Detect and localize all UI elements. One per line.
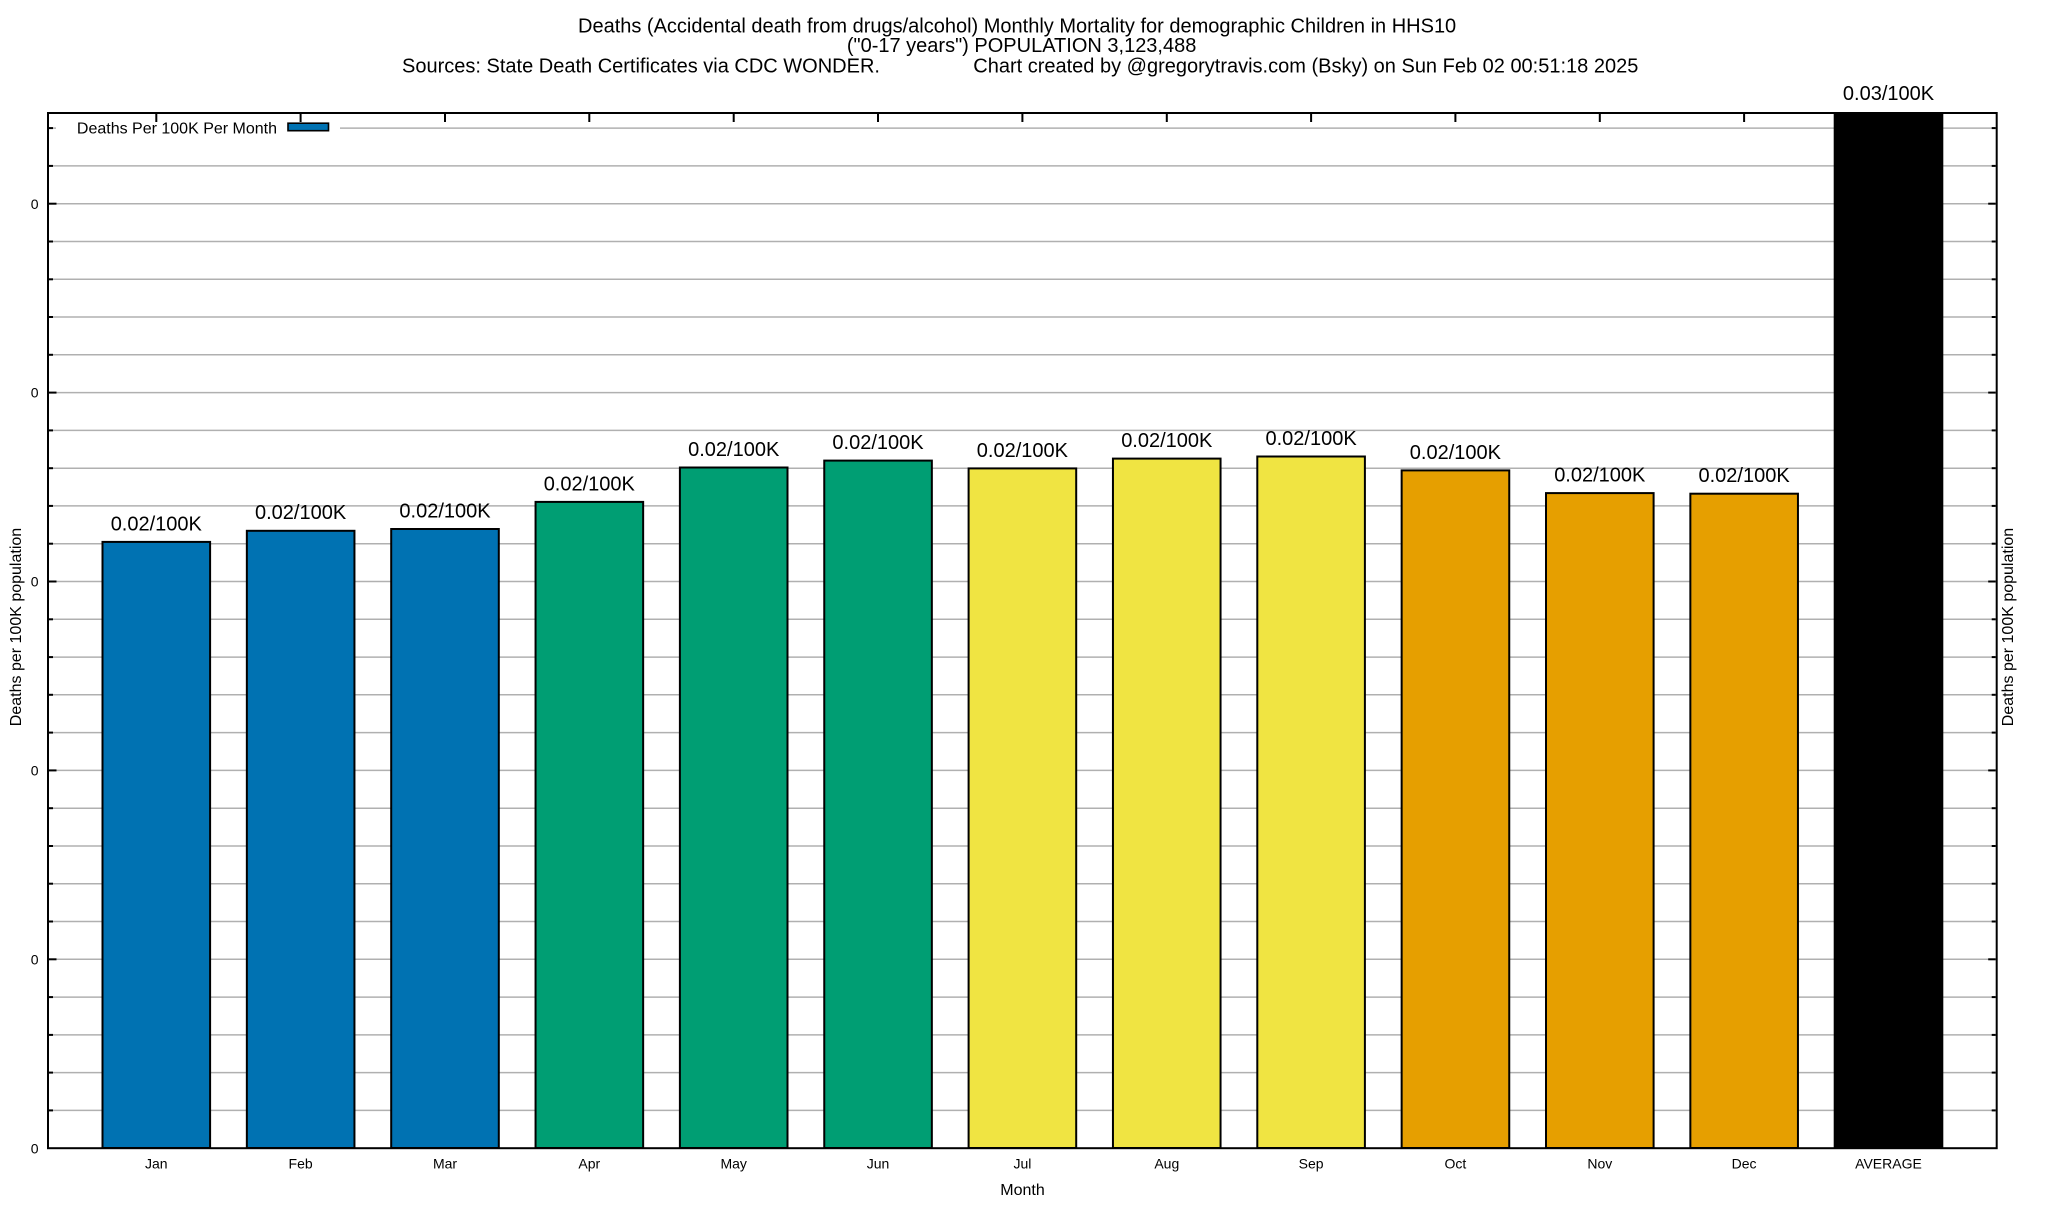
svg-text:Jul: Jul xyxy=(1013,1156,1031,1172)
svg-text:May: May xyxy=(720,1156,746,1172)
svg-text:0.02/100K: 0.02/100K xyxy=(1554,465,1646,487)
svg-text:Sep: Sep xyxy=(1299,1156,1324,1172)
svg-text:0.03/100K: 0.03/100K xyxy=(1843,83,1935,105)
svg-text:Sources: State Death Certifica: Sources: State Death Certificates via CD… xyxy=(402,56,880,78)
svg-text:0.02/100K: 0.02/100K xyxy=(1265,428,1357,450)
svg-text:Apr: Apr xyxy=(578,1156,600,1172)
svg-text:Jan: Jan xyxy=(145,1156,168,1172)
svg-text:0: 0 xyxy=(31,951,39,967)
svg-text:Deaths Per 100K Per Month: Deaths Per 100K Per Month xyxy=(77,120,277,137)
svg-text:Deaths per 100K population: Deaths per 100K population xyxy=(8,528,25,726)
svg-text:0.02/100K: 0.02/100K xyxy=(1121,430,1213,452)
svg-text:0: 0 xyxy=(31,196,39,212)
svg-text:Jun: Jun xyxy=(867,1156,890,1172)
svg-text:Nov: Nov xyxy=(1587,1156,1612,1172)
svg-text:0.02/100K: 0.02/100K xyxy=(1410,442,1502,464)
svg-text:0.02/100K: 0.02/100K xyxy=(688,439,780,461)
svg-text:0.02/100K: 0.02/100K xyxy=(977,440,1069,462)
svg-text:0: 0 xyxy=(31,574,39,590)
svg-text:0.02/100K: 0.02/100K xyxy=(1698,465,1790,487)
svg-text:0: 0 xyxy=(31,1140,39,1156)
svg-text:AVERAGE: AVERAGE xyxy=(1855,1156,1922,1172)
svg-text:Oct: Oct xyxy=(1445,1156,1467,1172)
svg-text:Deaths (Accidental death from: Deaths (Accidental death from drugs/alco… xyxy=(578,16,1456,38)
svg-text:Deaths per 100K population: Deaths per 100K population xyxy=(2000,528,2017,726)
svg-text:0.02/100K: 0.02/100K xyxy=(255,502,347,524)
svg-text:Feb: Feb xyxy=(289,1156,313,1172)
svg-text:Dec: Dec xyxy=(1732,1156,1757,1172)
svg-text:Mar: Mar xyxy=(433,1156,457,1172)
svg-text:0.02/100K: 0.02/100K xyxy=(832,432,924,454)
svg-text:Chart created by @gregorytravi: Chart created by @gregorytravis.com (Bsk… xyxy=(973,56,1638,78)
svg-text:Aug: Aug xyxy=(1154,1156,1179,1172)
svg-text:0: 0 xyxy=(31,763,39,779)
svg-text:0.02/100K: 0.02/100K xyxy=(399,500,491,522)
svg-text:("0-17 years") POPULATION 3,12: ("0-17 years") POPULATION 3,123,488 xyxy=(847,35,1197,57)
svg-text:0: 0 xyxy=(31,385,39,401)
svg-text:0.02/100K: 0.02/100K xyxy=(544,473,636,495)
svg-text:0.02/100K: 0.02/100K xyxy=(111,513,203,535)
svg-text:Month: Month xyxy=(1000,1182,1044,1199)
